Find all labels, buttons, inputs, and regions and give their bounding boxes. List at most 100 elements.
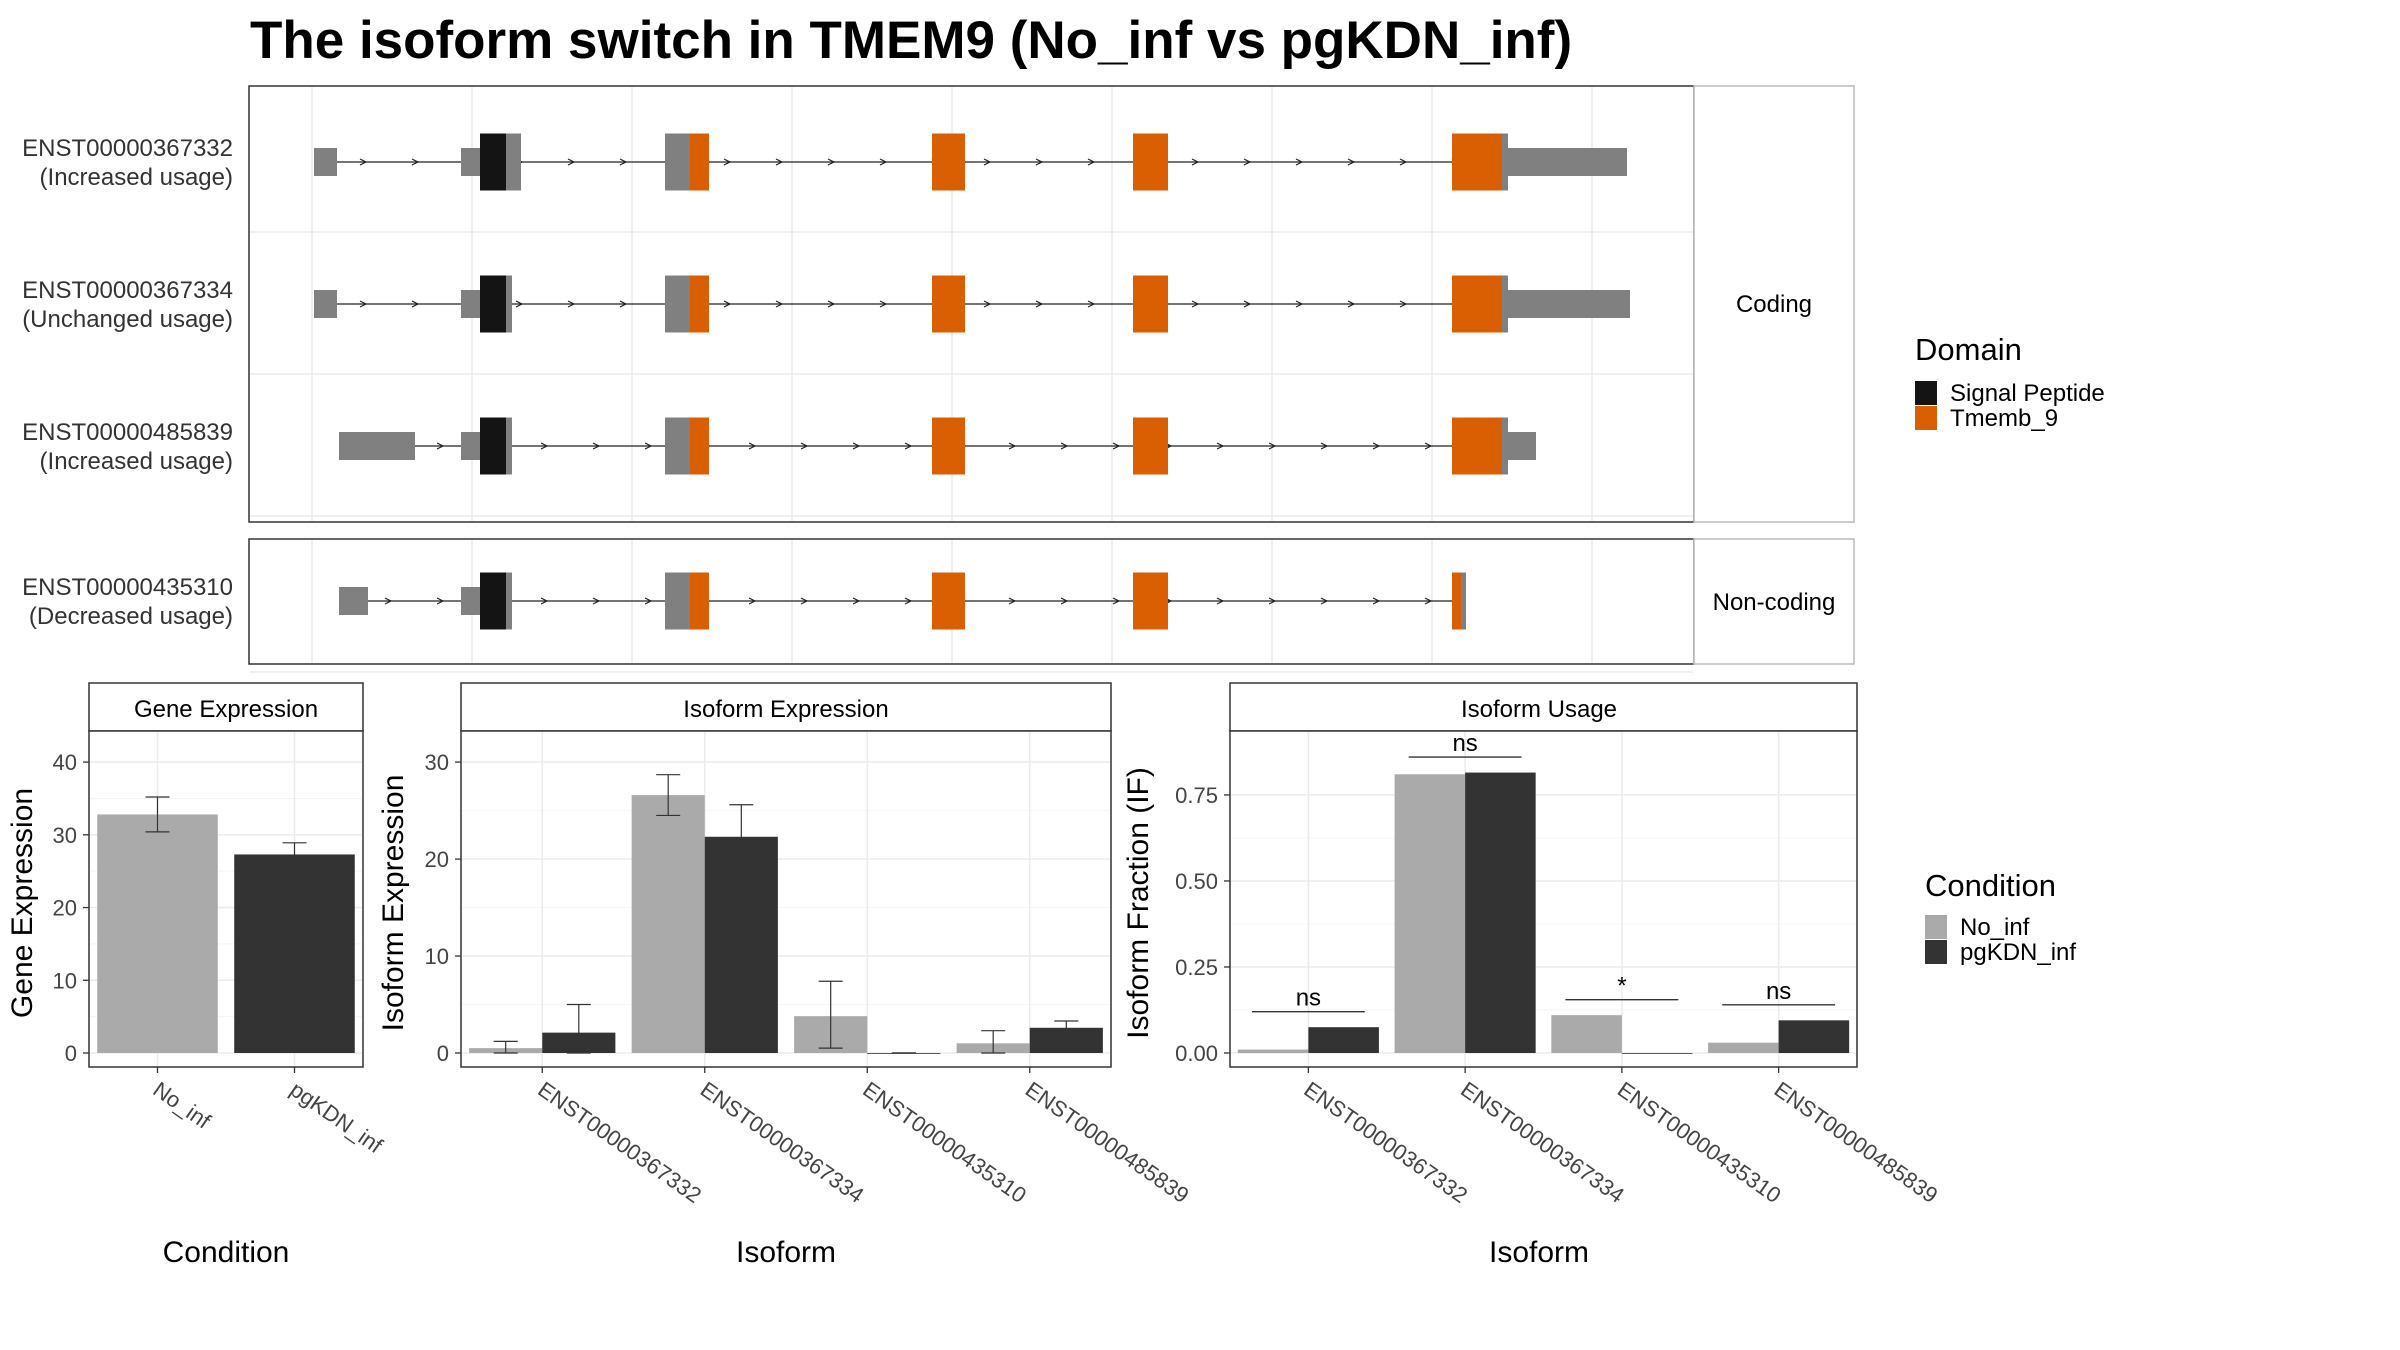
strand-arrow [1372, 442, 1381, 450]
strand-arrow [983, 300, 992, 308]
x-tick-label: No_inf [149, 1077, 216, 1134]
strand-arrow [1112, 442, 1121, 450]
tmemb-9-exon [690, 275, 709, 333]
tmemb-9-exon [1452, 572, 1461, 630]
strand-arrow [1347, 158, 1356, 166]
tmemb-9-exon [932, 133, 965, 191]
tmemb-9-exon [1452, 417, 1502, 475]
transcript-row-2: ENST00000367334 (Unchanged usage) [22, 275, 1630, 333]
transcript-row-3: ENST00000485839 (Increased usage) [22, 417, 1536, 475]
strand-arrow [1112, 597, 1121, 605]
strand-arrow [879, 158, 888, 166]
strand-arrow [1295, 158, 1304, 166]
legend-key-pgkdn-inf [1925, 940, 1947, 964]
strand-arrow [723, 300, 732, 308]
exon [1502, 275, 1508, 333]
strand-arrow [567, 300, 576, 308]
tmemb-9-exon [932, 275, 965, 333]
strand-arrow [1087, 158, 1096, 166]
exon [506, 275, 512, 333]
strand-arrow [1008, 597, 1017, 605]
strand-arrow [1216, 442, 1225, 450]
strand-arrow [1399, 300, 1408, 308]
chart-strip [88, 682, 364, 732]
bar [234, 854, 355, 1053]
significance-label: ns [1452, 730, 1477, 757]
legend-label-signal-peptide: Signal Peptide [1950, 380, 2105, 407]
strand-arrow [384, 597, 393, 605]
strand-arrow [800, 597, 809, 605]
chart-title: Isoform Usage [1461, 696, 1617, 723]
bar [631, 795, 705, 1053]
exon [314, 290, 337, 318]
strand-arrow [359, 158, 368, 166]
strand-arrow [827, 158, 836, 166]
strand-arrow [1320, 442, 1329, 450]
exon [339, 587, 368, 615]
transcript-structure [314, 133, 1627, 191]
exon [339, 432, 415, 460]
exon [461, 148, 480, 176]
isoform-usage-chart: Isoform Usage 0.00 0.25 0.50 0.75 ENST0000036… [1122, 682, 1942, 1269]
x-tick-label: ENST00000367332 [1300, 1077, 1473, 1208]
transcript-id: ENST00000367334 [22, 277, 233, 304]
transcript-structure-panel: Coding Non-coding ENST00000367332 (Incre… [22, 85, 1855, 673]
signal-peptide-exon [480, 417, 506, 475]
bar [1778, 1020, 1850, 1053]
y-tick-label: 20 [425, 847, 449, 872]
x-axis-title: Isoform [736, 1236, 836, 1269]
strand-arrow [852, 442, 861, 450]
strip-label-noncoding: Non-coding [1713, 589, 1836, 616]
strand-arrow [800, 442, 809, 450]
strand-arrow [411, 158, 420, 166]
x-tick-label: ENST00000367332 [533, 1077, 706, 1208]
exon [665, 572, 690, 630]
exon [665, 133, 690, 191]
exon [506, 133, 521, 191]
y-axis-title: Gene Expression [6, 788, 39, 1018]
condition-legend-title: Condition [1925, 868, 2056, 903]
tmemb-9-exon [1133, 572, 1168, 630]
y-tick-label: 10 [53, 968, 77, 993]
gene-expression-chart: Gene Expression 0 10 20 30 40 No_inf pgKDN_inf C… [6, 682, 388, 1269]
chart-title: Gene Expression [134, 696, 318, 723]
strand-arrow [1060, 597, 1069, 605]
strand-arrow [619, 158, 628, 166]
y-tick-label: 20 [53, 896, 77, 921]
strand-arrow [904, 597, 913, 605]
transcript-id: ENST00000435310 [22, 574, 233, 601]
strand-arrow [567, 158, 576, 166]
strand-arrow [1243, 158, 1252, 166]
transcript-usage: (Increased usage) [40, 164, 233, 191]
tmemb-9-exon [932, 417, 965, 475]
legend-key-tmemb-9 [1915, 406, 1937, 430]
legend-key-no-inf [1925, 915, 1947, 939]
strand-arrow [1268, 442, 1277, 450]
bar [97, 814, 218, 1053]
exon [665, 417, 690, 475]
strand-arrow [775, 300, 784, 308]
strand-arrow [827, 300, 836, 308]
strand-arrow [723, 158, 732, 166]
strand-arrow [592, 597, 601, 605]
tmemb-9-exon [1133, 275, 1168, 333]
figure-title: The isoform switch in TMEM9 (No_inf vs p… [250, 11, 1572, 70]
tmemb-9-exon [1133, 417, 1168, 475]
transcript-row-4: ENST00000435310 (Decreased usage) [22, 572, 1466, 630]
strand-arrow [1216, 597, 1225, 605]
exon [1508, 290, 1630, 318]
x-tick-label: pgKDN_inf [286, 1077, 388, 1159]
strand-arrow [515, 300, 524, 308]
strand-arrow [1035, 300, 1044, 308]
strand-arrow [1347, 300, 1356, 308]
significance-label: * [1617, 973, 1626, 1000]
x-axis-title: Condition [163, 1236, 290, 1269]
strand-arrow [1243, 300, 1252, 308]
strand-arrow [540, 442, 549, 450]
y-tick-label: 0 [65, 1041, 77, 1066]
strand-arrow [852, 597, 861, 605]
strand-arrow [1087, 300, 1096, 308]
plot-area [460, 730, 1112, 1068]
transcript-structure [339, 572, 1466, 630]
